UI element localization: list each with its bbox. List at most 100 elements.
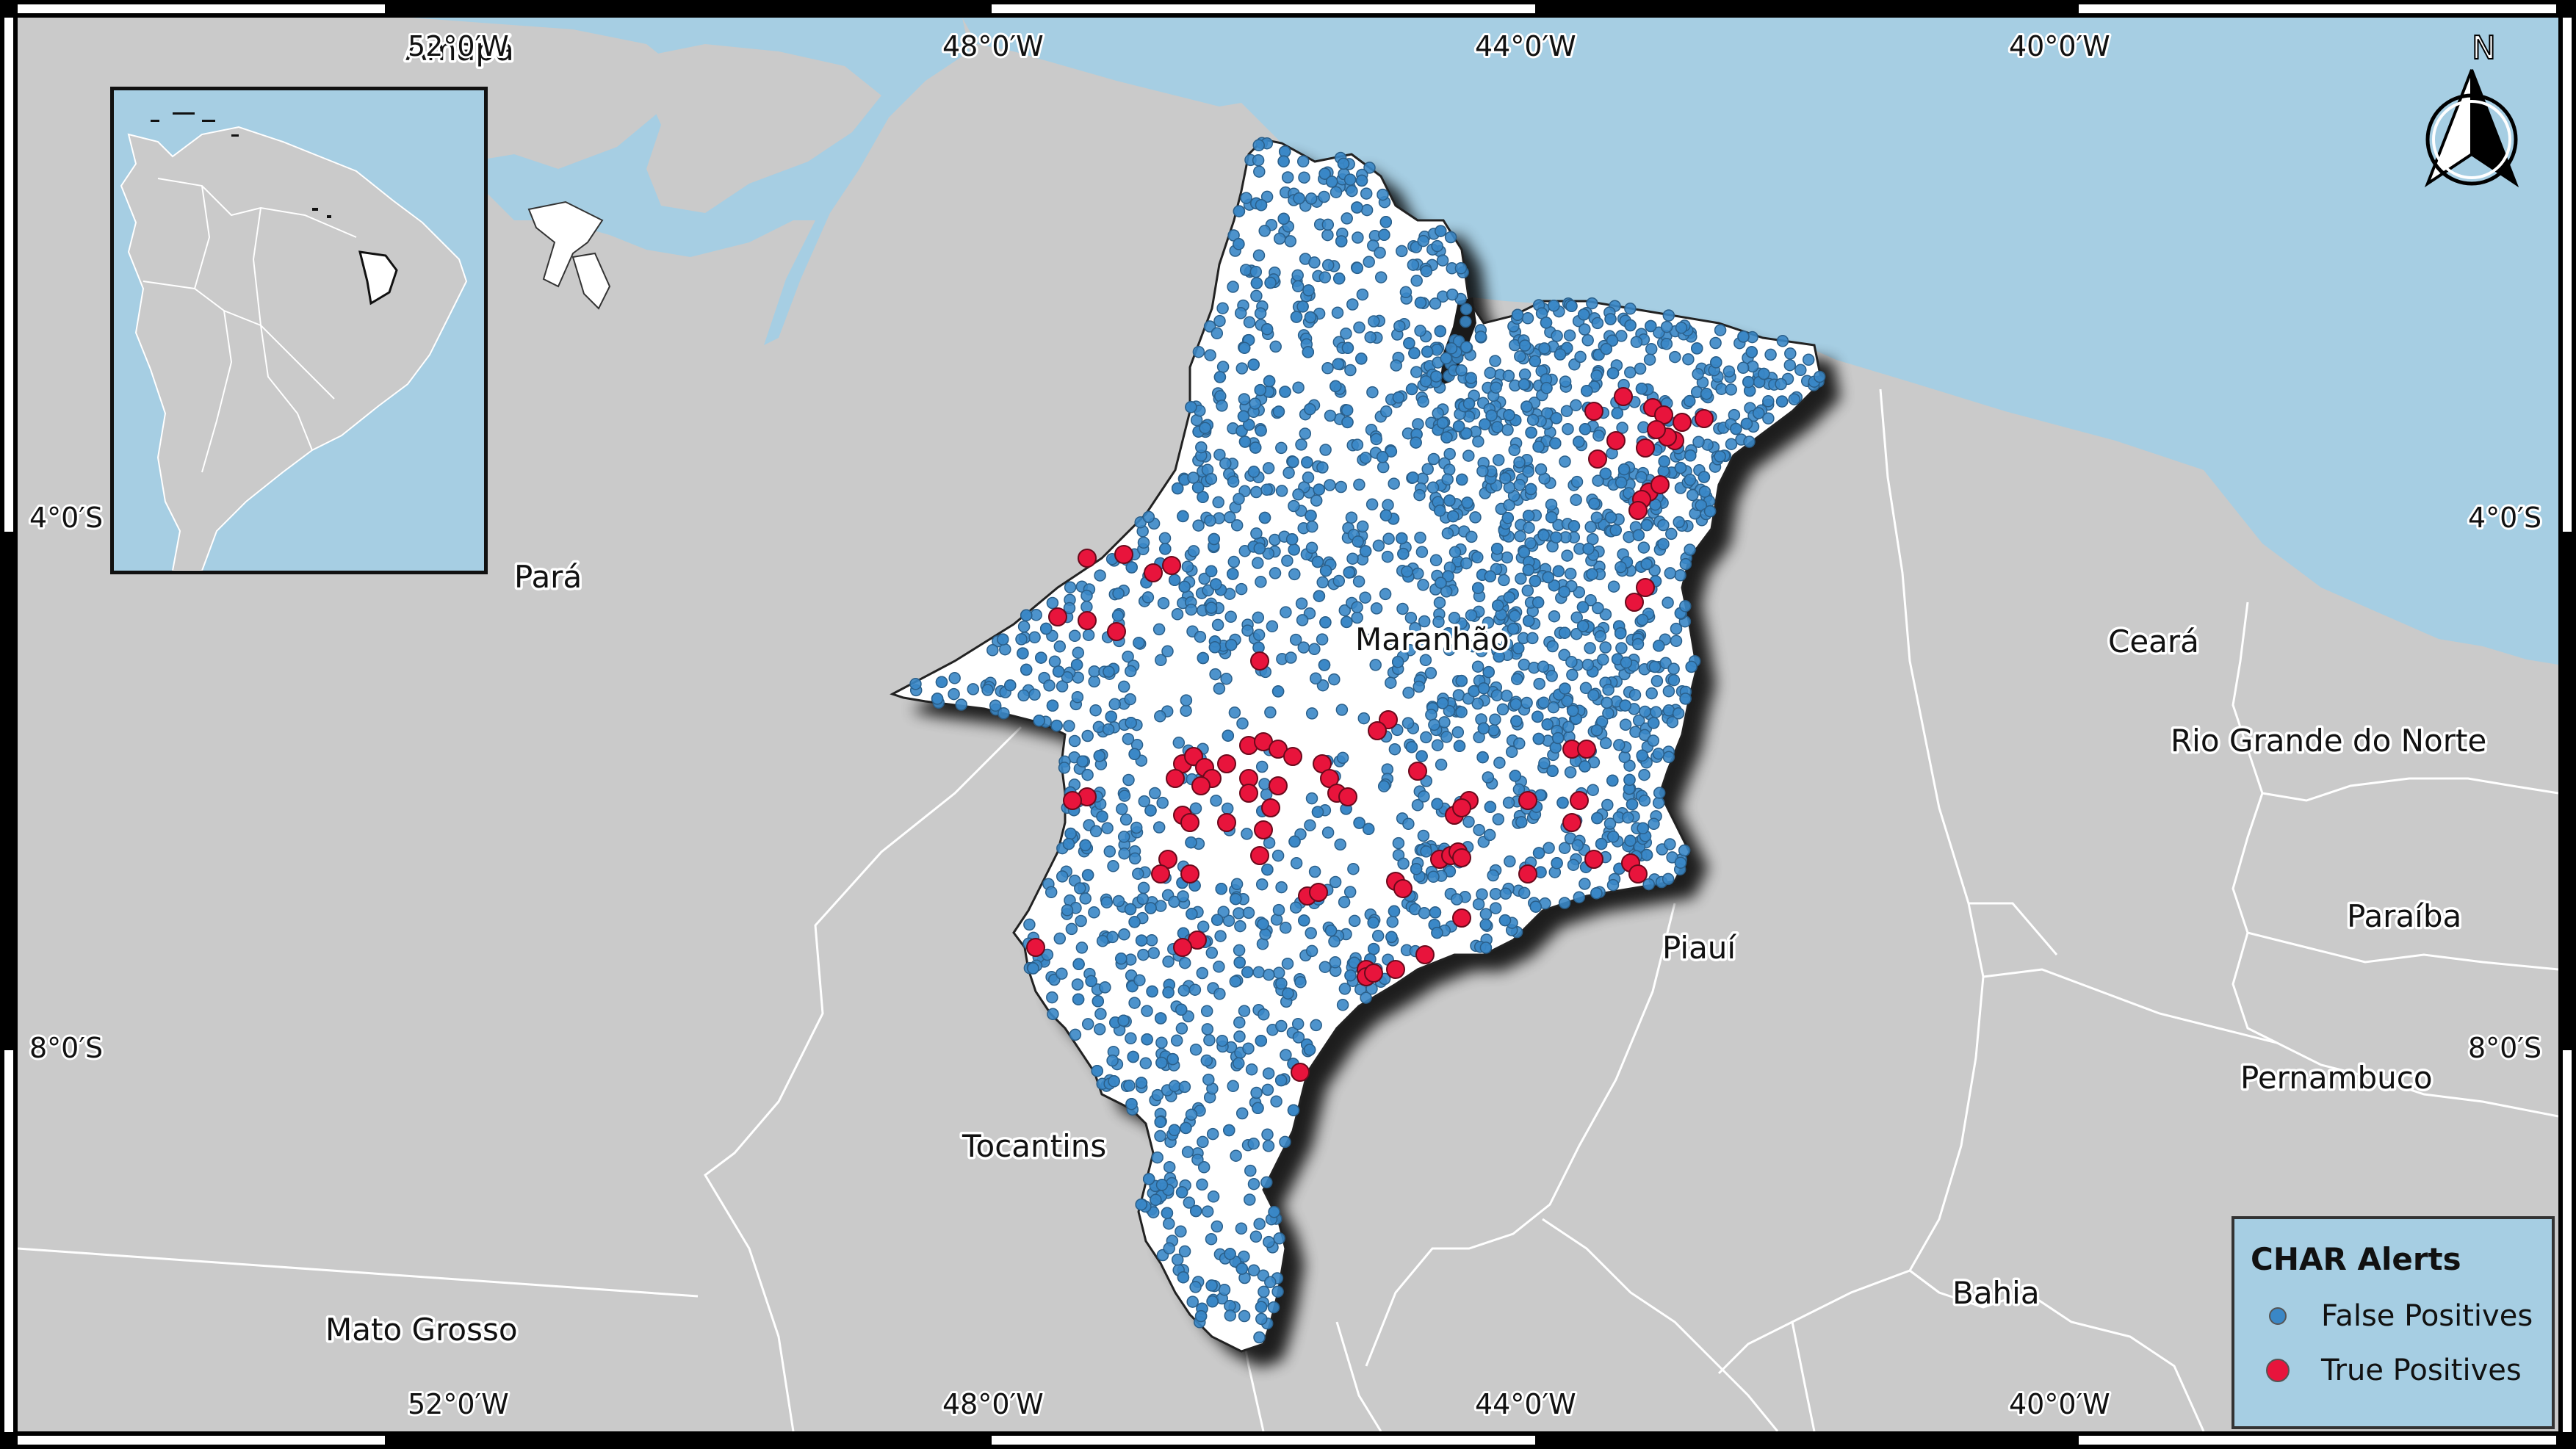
false-positive-point bbox=[1379, 509, 1393, 521]
false-positive-point bbox=[1178, 1245, 1191, 1258]
false-positive-point bbox=[1081, 768, 1094, 781]
false-positive-point bbox=[1324, 409, 1337, 422]
false-positive-point bbox=[1215, 883, 1227, 895]
false-positive-point bbox=[1341, 212, 1353, 225]
false-positive-point bbox=[1579, 682, 1592, 695]
false-positive-point bbox=[1703, 505, 1717, 518]
false-positive-point bbox=[1161, 645, 1174, 658]
false-positive-point bbox=[1275, 441, 1288, 455]
false-positive-point bbox=[1624, 366, 1637, 379]
false-positive-point bbox=[1238, 436, 1252, 448]
false-positive-point bbox=[1258, 1008, 1270, 1021]
false-positive-point bbox=[1545, 670, 1558, 682]
false-positive-point bbox=[1385, 676, 1397, 689]
false-positive-point bbox=[1203, 1034, 1216, 1047]
true-positive-points bbox=[1026, 387, 1714, 1082]
false-positive-point bbox=[1100, 896, 1114, 908]
false-positive-point bbox=[1347, 862, 1360, 875]
false-positive-point bbox=[1242, 906, 1255, 919]
false-positive-point bbox=[1788, 393, 1800, 405]
false-positive-point bbox=[1372, 539, 1385, 552]
false-positive-point bbox=[1101, 822, 1114, 834]
false-positive-point bbox=[1321, 362, 1334, 375]
false-positive-point bbox=[1368, 315, 1380, 328]
false-positive-point bbox=[1224, 610, 1237, 624]
false-positive-point bbox=[1498, 574, 1510, 587]
false-positive-point bbox=[1592, 474, 1604, 487]
false-positive-point bbox=[1533, 677, 1545, 690]
false-positive-point bbox=[1080, 601, 1093, 613]
false-positive-point bbox=[1196, 1178, 1208, 1191]
false-positive-point bbox=[1292, 1031, 1305, 1044]
legend: CHAR Alerts False Positives True Positiv… bbox=[2232, 1216, 2555, 1429]
false-positive-point bbox=[1249, 265, 1263, 278]
false-positive-point bbox=[1081, 1018, 1094, 1030]
false-positive-point bbox=[1250, 485, 1263, 499]
false-positive-point bbox=[1267, 1301, 1280, 1314]
false-positive-point bbox=[1336, 999, 1349, 1011]
false-positive-point bbox=[1217, 906, 1230, 918]
false-positive-point bbox=[1280, 606, 1292, 618]
false-positive-point bbox=[1602, 683, 1614, 696]
false-positive-point bbox=[1642, 878, 1655, 891]
false-positive-point bbox=[1255, 424, 1267, 437]
false-positive-point bbox=[1235, 1107, 1249, 1120]
false-positive-point bbox=[1428, 718, 1440, 731]
graticule-labels: 52°0′W 48°0′W 44°0′W 40°0′W 52°0′W 48°0′… bbox=[27, 28, 2544, 1423]
false-positive-point bbox=[1388, 477, 1400, 490]
false-positive-point bbox=[1483, 828, 1496, 842]
false-positive-point bbox=[1531, 596, 1545, 609]
false-positive-point bbox=[1178, 956, 1191, 969]
false-positive-point bbox=[1673, 516, 1685, 529]
false-positive-point bbox=[1601, 798, 1614, 812]
lon-label-top-40: 40°0′W bbox=[2009, 30, 2110, 62]
false-positive-point bbox=[1252, 966, 1265, 979]
true-positive-point bbox=[1650, 475, 1670, 494]
false-positive-point bbox=[1487, 724, 1500, 737]
false-positive-point bbox=[1218, 1283, 1231, 1296]
false-positive-point bbox=[1567, 859, 1580, 871]
false-positive-point bbox=[1268, 1205, 1280, 1218]
false-positive-point bbox=[1686, 488, 1699, 502]
false-positive-point bbox=[1053, 640, 1067, 653]
false-positive-point bbox=[1426, 481, 1440, 494]
false-positive-point bbox=[1565, 300, 1578, 313]
false-positive-point bbox=[1652, 796, 1665, 809]
false-positive-point bbox=[1775, 395, 1789, 408]
false-positive-point bbox=[1410, 436, 1422, 449]
marajo-island bbox=[632, 44, 881, 213]
false-positive-point bbox=[1138, 795, 1151, 808]
false-positive-point bbox=[1291, 269, 1304, 282]
false-positive-point bbox=[1288, 835, 1301, 848]
false-positive-point bbox=[1460, 315, 1472, 328]
false-positive-point bbox=[1343, 173, 1357, 186]
false-positive-point bbox=[1455, 706, 1468, 718]
false-positive-point bbox=[1288, 499, 1300, 513]
false-positive-point bbox=[1198, 572, 1211, 585]
false-positive-point bbox=[1112, 587, 1125, 600]
false-positive-point bbox=[1355, 353, 1368, 365]
false-positive-point bbox=[1624, 834, 1637, 848]
false-positive-point bbox=[1171, 608, 1184, 621]
false-positive-point bbox=[1545, 498, 1558, 511]
false-positive-point bbox=[1351, 438, 1364, 451]
false-positive-point bbox=[1601, 696, 1613, 709]
false-positive-point bbox=[1171, 1254, 1184, 1266]
false-positive-point bbox=[1252, 629, 1266, 641]
false-positive-point bbox=[1556, 796, 1569, 809]
false-positive-point bbox=[1271, 1285, 1284, 1298]
false-positive-point bbox=[1305, 707, 1318, 720]
false-positive-point bbox=[1586, 297, 1598, 310]
false-positive-point bbox=[1604, 511, 1617, 524]
false-positive-point bbox=[1152, 821, 1166, 834]
false-positive-point bbox=[1262, 1140, 1275, 1152]
false-positive-point bbox=[1418, 906, 1431, 919]
true-positive-point bbox=[1562, 813, 1581, 832]
false-positive-point bbox=[1662, 684, 1675, 698]
false-positive-point bbox=[1522, 615, 1535, 627]
false-positive-point bbox=[1105, 710, 1117, 723]
false-positive-point bbox=[1280, 1049, 1292, 1061]
false-positive-point bbox=[1407, 471, 1419, 484]
false-positive-point bbox=[1308, 865, 1321, 878]
